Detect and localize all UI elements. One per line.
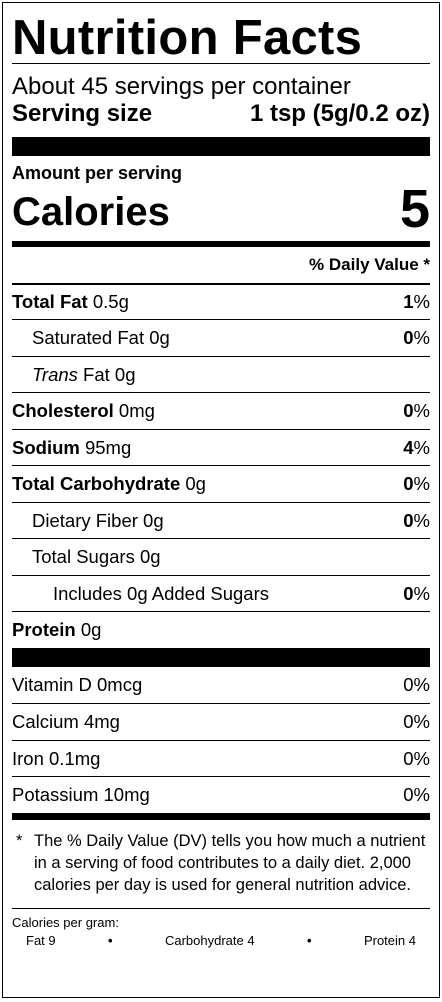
calories-value: 5	[399, 178, 430, 239]
nutrient-name: Total Carbohydrate	[12, 473, 181, 495]
nutrient-name: Fat	[77, 363, 110, 385]
calories-label: Calories	[12, 189, 170, 234]
nutrient-name: Saturated Fat	[32, 327, 145, 349]
nutrient-name: Total Fat	[12, 291, 88, 313]
vitamin-row-calcium: Calcium 4mg 0%	[12, 703, 430, 740]
vitamin-dv: 0%	[403, 711, 430, 733]
nutrient-dv: 0	[403, 582, 414, 604]
nutrient-row-total-fat: Total Fat 0.5g 1%	[12, 282, 430, 320]
daily-value-header: % Daily Value *	[309, 254, 430, 274]
calories-per-gram: Calories per gram: Fat 9 • Carbohydrate …	[12, 907, 430, 949]
nutrient-amount: 0g	[134, 546, 161, 568]
vitamin-row-iron: Iron 0.1mg 0%	[12, 739, 430, 777]
nutrient-amount: 0g	[137, 509, 164, 531]
serving-size-row: Serving size 1 tsp (5g/0.2 oz)	[12, 100, 430, 128]
protein-factor: Protein 4	[363, 932, 416, 948]
medium-divider	[12, 240, 430, 247]
nutrient-dv: 1	[403, 291, 414, 313]
nutrient-name: Total Sugars	[32, 546, 135, 568]
nutrient-dv: 0	[403, 473, 414, 495]
percent-sign: %	[413, 327, 430, 349]
calories-row: Calories 5	[12, 182, 430, 236]
nutrient-amount: 0g	[180, 473, 206, 495]
nutrient-row-total-sugars: Total Sugars 0g	[12, 538, 430, 575]
nutrient-amount: 0g	[144, 327, 170, 349]
footnote-asterisk: *	[16, 831, 23, 850]
nutrient-dv: 0	[403, 327, 414, 349]
vitamin-name: Calcium 4mg	[12, 711, 120, 733]
daily-value-footnote: * The % Daily Value (DV) tells you how m…	[12, 830, 430, 896]
percent-sign: %	[413, 509, 430, 531]
vitamin-dv: 0%	[403, 674, 430, 696]
percent-sign: %	[413, 400, 430, 422]
nutrient-name: Cholesterol	[12, 400, 114, 422]
serving-size-label: Serving size	[12, 100, 153, 128]
vitamin-name: Iron 0.1mg	[12, 747, 101, 769]
vitamin-name: Vitamin D 0mcg	[12, 674, 143, 696]
vitamin-row-potassium: Potassium 10mg 0%	[12, 776, 430, 813]
carbohydrate-factor: Carbohydrate 4	[164, 932, 255, 948]
title-divider	[12, 63, 430, 64]
nutrient-row-dietary-fiber: Dietary Fiber 0g 0%	[12, 501, 430, 539]
nutrient-row-saturated-fat: Saturated Fat 0g 0%	[12, 319, 430, 356]
vitamin-name: Potassium 10mg	[12, 784, 150, 806]
vitamin-dv: 0%	[403, 784, 430, 806]
servings-per-container: About 45 servings per container	[12, 73, 351, 100]
fat-factor: Fat 9	[26, 932, 56, 948]
calories-per-gram-factors: Fat 9 • Carbohydrate 4 • Protein 4	[12, 932, 430, 949]
nutrient-row-added-sugars: Includes 0g Added Sugars 0%	[12, 574, 430, 612]
percent-sign: %	[413, 582, 430, 604]
footnote-text: The % Daily Value (DV) tells you how muc…	[34, 831, 426, 894]
nutrient-amount: 95mg	[79, 436, 132, 458]
thick-divider-vitamins	[12, 647, 430, 667]
nutrient-row-sodium: Sodium 95mg 4%	[12, 428, 430, 466]
serving-size-value: 1 tsp (5g/0.2 oz)	[249, 100, 430, 128]
vitamin-row-vitamin-d: Vitamin D 0mcg 0%	[12, 667, 430, 704]
nutrient-name: Protein	[12, 619, 76, 641]
separator-dot: •	[306, 932, 312, 948]
nutrient-name: Sodium	[12, 436, 80, 458]
nutrient-row-total-carbohydrate: Total Carbohydrate 0g 0%	[12, 465, 430, 502]
label-title: Nutrition Facts	[12, 11, 363, 65]
percent-sign: %	[413, 291, 430, 313]
nutrient-dv: 0	[403, 509, 414, 531]
nutrient-amount: 0g	[75, 619, 102, 641]
calories-per-gram-label: Calories per gram:	[12, 914, 119, 930]
nutrient-dv: 4	[403, 436, 414, 458]
nutrient-amount: 0mg	[113, 400, 155, 422]
nutrient-name: Dietary Fiber	[32, 509, 138, 531]
nutrient-name-italic: Trans	[32, 363, 78, 385]
percent-sign: %	[413, 436, 430, 458]
nutrient-amount: 0.5g	[87, 291, 129, 313]
thick-divider-top	[12, 136, 430, 156]
thick-divider-bottom	[12, 812, 430, 820]
percent-sign: %	[413, 473, 430, 495]
nutrient-row-protein: Protein 0g	[12, 611, 430, 648]
amount-per-serving: Amount per serving	[12, 162, 183, 183]
nutrient-dv: 0	[403, 400, 414, 422]
separator-dot: •	[108, 932, 113, 948]
nutrient-amount: 0g	[109, 363, 136, 385]
nutrient-row-cholesterol: Cholesterol 0mg 0%	[12, 392, 430, 429]
nutrient-row-trans-fat: Trans Fat 0g	[12, 355, 430, 393]
vitamin-dv: 0%	[403, 747, 430, 769]
nutrient-name: Includes 0g Added Sugars	[53, 582, 269, 604]
